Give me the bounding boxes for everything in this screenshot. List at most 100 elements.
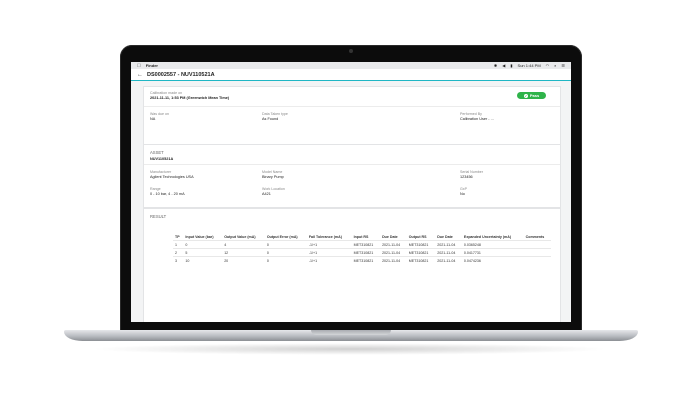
column-header: Due Date	[437, 235, 453, 239]
table-cell: 0	[183, 240, 223, 249]
table-row: 1 0 4 0 -1/+1 MET310821 2021-11-04 MET310821 202…	[173, 240, 551, 249]
model-name-value: Binary Pump	[262, 175, 284, 179]
status-area: ✱ ◀ ▮ Sun 1:44 PM ◠ ⌕ ☰	[494, 63, 565, 68]
laptop-notch	[311, 330, 391, 335]
page-title: DS0002557 - NUV110521A	[147, 71, 215, 78]
asset-section-title: ASSET	[150, 150, 164, 155]
column-header: Output RS	[408, 235, 427, 239]
table-cell: -1/+1	[306, 240, 352, 249]
asset-details-row-1: Manufacturer Agilent Technologies USA Mo…	[150, 170, 554, 179]
divider	[144, 164, 560, 165]
was-due-value: NA	[150, 117, 156, 121]
camera-icon	[349, 49, 353, 53]
work-location-value: A421	[262, 192, 271, 196]
table-cell: 0.0365248	[461, 240, 524, 249]
arrow-left-icon[interactable]: ←	[137, 71, 143, 78]
table-cell: 0	[264, 248, 307, 257]
column-header: Due Date	[382, 235, 398, 239]
status-badge: ✓ Pass	[517, 92, 546, 99]
asset-details-row-2: Range 0 - 10 bar, 4 - 20 mA Work Locatio…	[150, 187, 554, 196]
table-cell: 5	[183, 248, 223, 257]
gxp-value: No	[460, 192, 465, 196]
table-cell: 20	[222, 256, 265, 264]
table-cell: 3	[173, 256, 184, 264]
result-table: TP Input Value (bar) Output Value (mA) Outp…	[173, 234, 551, 264]
manufacturer-value: Agilent Technologies USA	[150, 175, 194, 179]
column-header: Expanded Uncertainty (mA)	[463, 235, 512, 239]
table-row: 2 5 12 0 -1/+1 MET310821 2021-11-04 MET310821 20…	[173, 248, 551, 257]
status-badge-label: Pass	[529, 93, 540, 98]
table-cell: 2021-11-04	[435, 240, 462, 249]
column-header: Output Error (mA)	[266, 235, 298, 239]
was-due-label: Was due on	[150, 112, 170, 116]
check-icon: ✓	[523, 93, 528, 98]
range-label: Range	[150, 187, 161, 191]
table-cell	[523, 240, 551, 249]
table-cell: 12	[222, 248, 265, 257]
table-cell: MET310821	[406, 240, 436, 249]
volume-icon[interactable]: ◀	[502, 63, 506, 68]
table-cell: MET310821	[406, 256, 436, 264]
column-header: TP	[175, 235, 180, 239]
data-taken-label: Data Taken type	[262, 112, 288, 116]
asset-card: ASSET NUV110521A Manufacturer Agilent Te…	[143, 144, 561, 208]
result-card: RESULT TP Input Value (bar) Output Value (…	[143, 208, 561, 322]
table-cell: -1/+1	[306, 256, 352, 264]
summary-details-row: Was due on NA Data Taken type As Found P…	[150, 112, 554, 121]
clock[interactable]: Sun 1:44 PM	[517, 63, 541, 68]
table-cell: 2021-11-04	[435, 256, 462, 264]
calibration-made-value: 2021-11-11, 1:53 PM (Greenwich Mean Time…	[150, 96, 230, 100]
manufacturer-label: Manufacturer	[150, 170, 172, 174]
gxp-label: GxP	[460, 187, 467, 191]
table-cell: 4	[222, 240, 265, 249]
model-name-label: Model Name	[262, 170, 283, 174]
wifi-icon[interactable]: ◠	[545, 63, 550, 68]
battery-icon[interactable]: ▮	[510, 63, 513, 68]
search-icon[interactable]: ⌕	[554, 63, 557, 68]
table-cell: MET310821	[351, 240, 381, 249]
result-section-title: RESULT	[150, 214, 167, 219]
table-cell: 2021-11-04	[435, 248, 462, 257]
table-header-row: TP Input Value (bar) Output Value (mA) Outp…	[173, 234, 551, 241]
laptop-shadow	[90, 343, 610, 355]
performed-by-value: Calibration User - ...	[460, 117, 494, 121]
column-header: Fail Tolerance (mA)	[308, 235, 342, 239]
divider	[144, 106, 560, 107]
table-cell: 2	[173, 248, 184, 257]
laptop-base	[64, 330, 638, 341]
column-header: Input RS	[353, 235, 369, 239]
asset-id: NUV110521A	[150, 157, 174, 161]
column-header: Comments	[525, 235, 545, 239]
performed-by-label: Performed By	[460, 112, 482, 116]
table-row: 3 10 20 0 -1/+1 MET310821 2021-11-04 MET310821 2…	[173, 256, 551, 264]
column-header: Input Value (bar)	[185, 235, 214, 239]
table-body: 1 0 4 0 -1/+1 MET310821 2021-11-04 MET310821 202…	[173, 240, 551, 264]
table-cell: 10	[183, 256, 223, 264]
page-header: ← DS0002557 - NUV110521A	[131, 69, 571, 81]
range-value: 0 - 10 bar, 4 - 20 mA	[150, 192, 185, 196]
work-location-label: Work Location	[262, 187, 285, 191]
menu-bar:  Finder ✱ ◀ ▮ Sun 1:44 PM ◠ ⌕ ☰	[131, 62, 571, 69]
table-cell: 2021-11-04	[380, 248, 407, 257]
table-cell: -1/+1	[306, 248, 352, 257]
app-menu-finder[interactable]: Finder	[142, 63, 158, 68]
serial-number-value: 123456	[460, 175, 473, 179]
control-center-icon[interactable]: ☰	[561, 63, 565, 68]
table-cell: 2021-11-04	[380, 256, 407, 264]
data-taken-value: As Found	[262, 117, 279, 121]
column-header: Output Value (mA)	[224, 235, 256, 239]
table-cell	[523, 248, 551, 257]
table-cell: 0	[264, 256, 307, 264]
table-cell: MET310821	[351, 248, 381, 257]
serial-number-label: Serial Number	[460, 170, 483, 174]
apple-logo-icon[interactable]: 	[137, 63, 141, 69]
table-cell: 2021-11-04	[380, 240, 407, 249]
table-cell: 1	[173, 240, 184, 249]
table-cell: MET310821	[406, 248, 436, 257]
table-cell: MET310821	[351, 256, 381, 264]
result-table-wrap: TP Input Value (bar) Output Value (mA) Outp…	[173, 234, 551, 264]
table-cell	[523, 256, 551, 264]
laptop-screen:  Finder ✱ ◀ ▮ Sun 1:44 PM ◠ ⌕ ☰ ← DS000…	[131, 62, 571, 322]
bluetooth-icon[interactable]: ✱	[493, 63, 498, 68]
table-cell: 0.0474236	[461, 256, 524, 264]
